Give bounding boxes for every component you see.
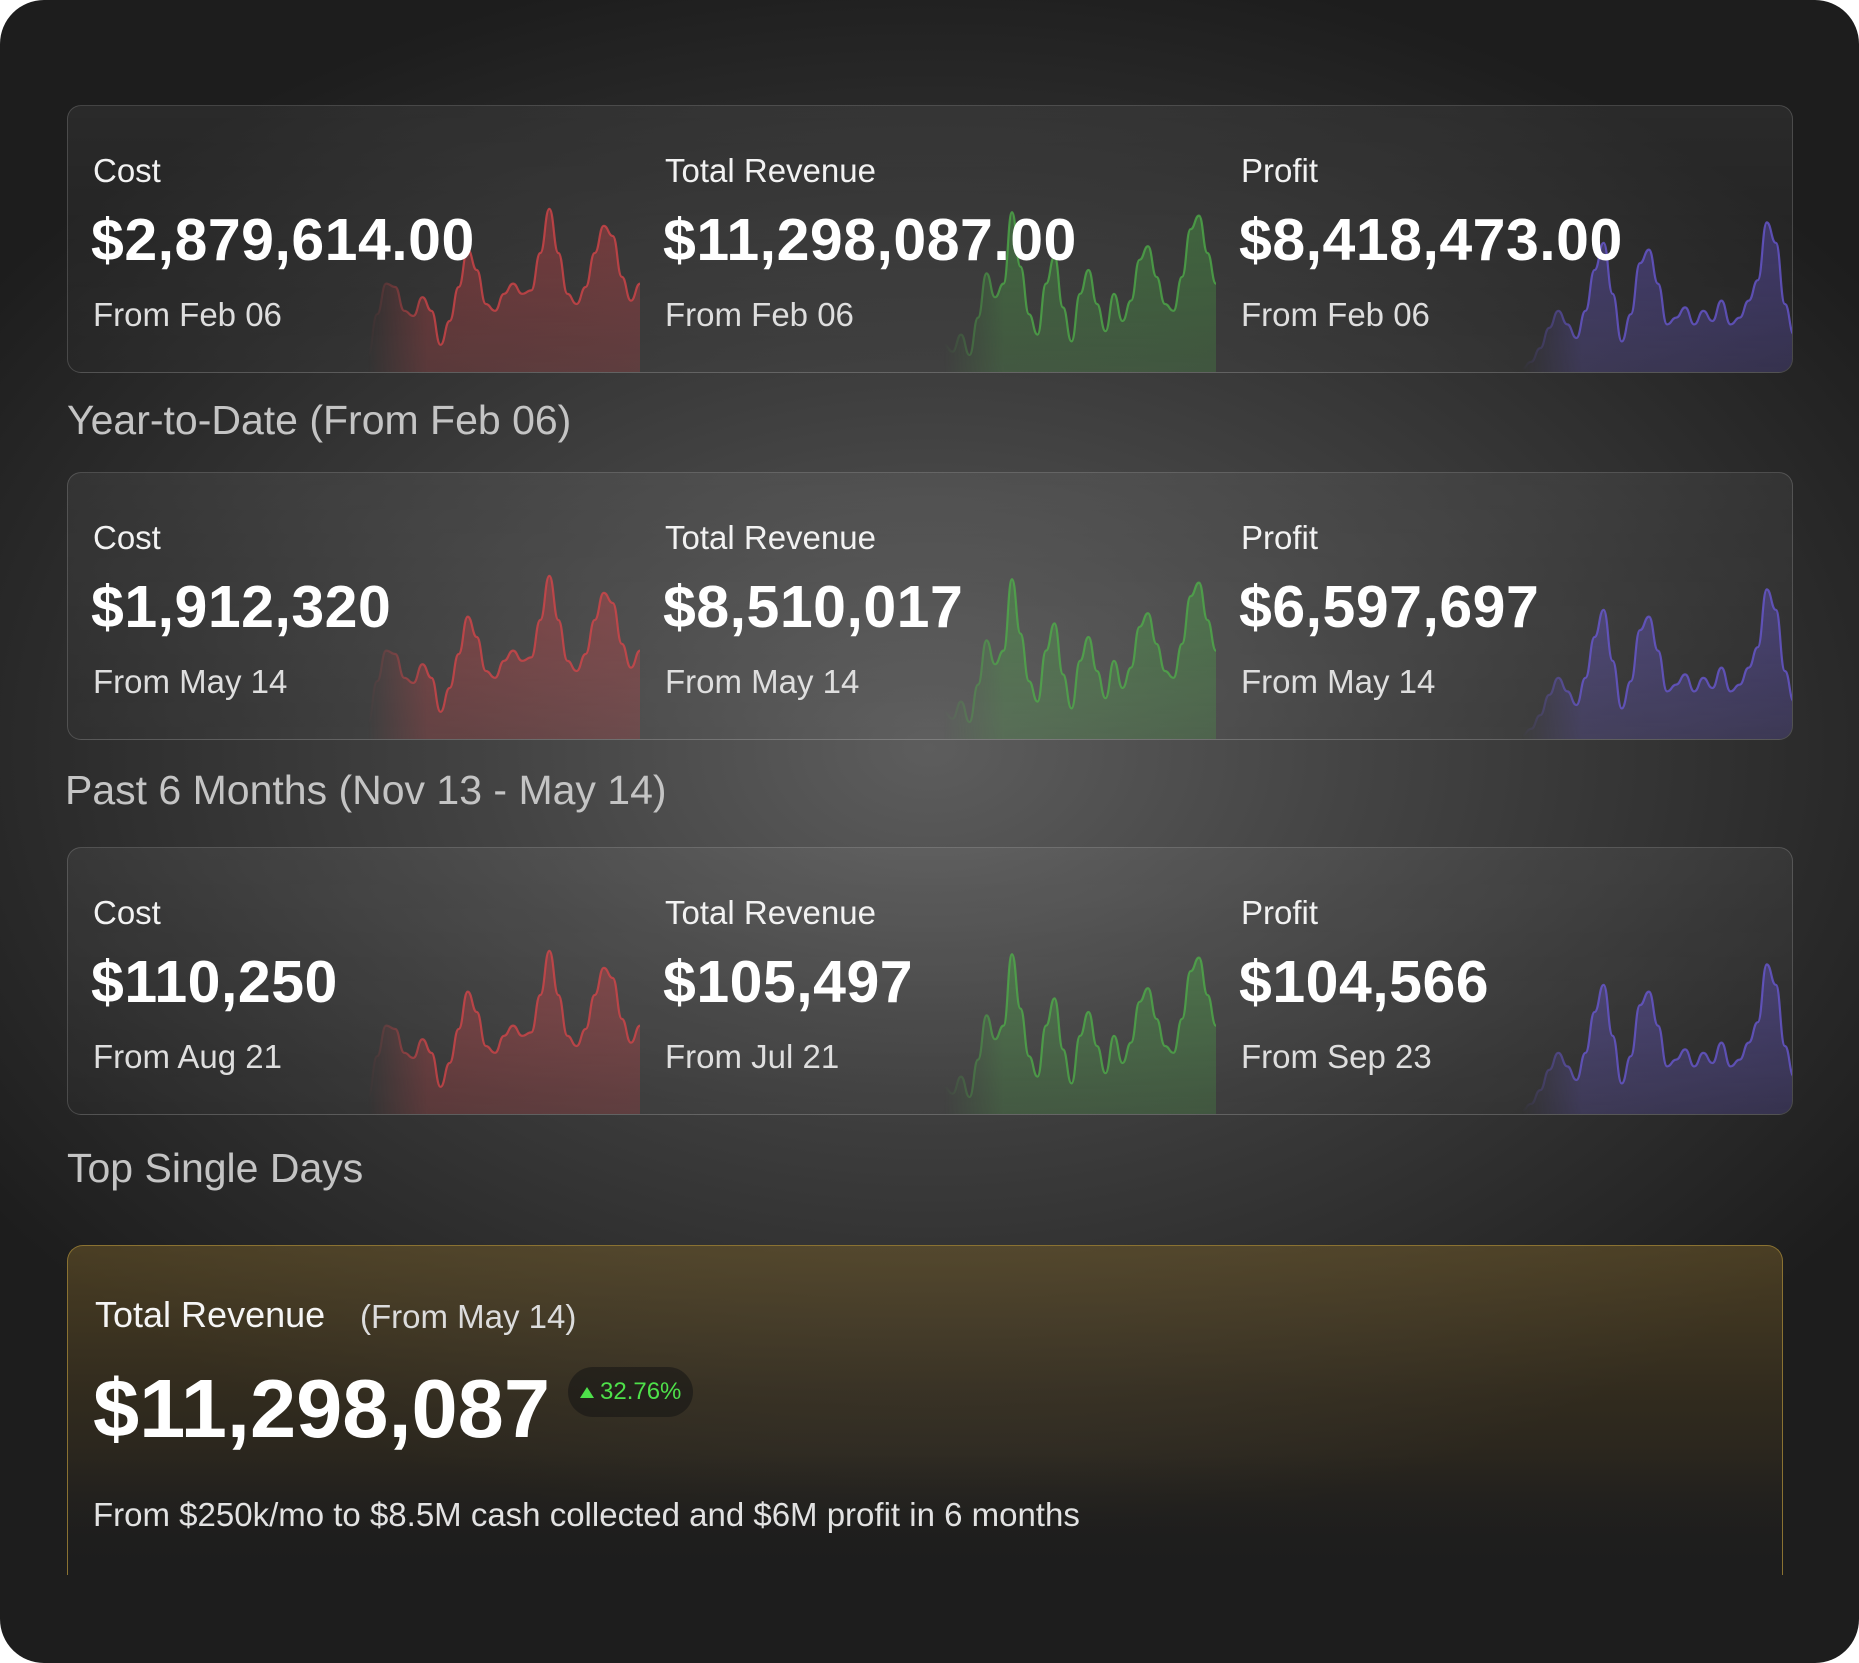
metric-cost: Cost $1,912,320 From May 14 [68,473,641,739]
metric-label: Cost [93,894,161,931]
change-percent: 32.76% [600,1378,682,1405]
metric-value: $8,418,473.00 [1239,207,1623,273]
highlight-value: $11,298,087 [93,1362,550,1455]
profit-sparkline [1521,588,1792,739]
section-title-year-to-date: Year-to-Date (From Feb 06) [67,397,572,443]
profit-sparkline [1521,221,1792,372]
revenue-sparkline [943,211,1218,372]
cost-sparkline-series [366,207,641,372]
highlight-description: From $250k/mo to $8.5M cash collected an… [93,1496,1080,1533]
revenue-sparkline-series [943,953,1218,1114]
revenue-sparkline [943,578,1218,739]
profit-sparkline-series [1521,588,1792,739]
revenue-sparkline-line [943,953,1218,1099]
metric-label: Profit [1241,519,1319,556]
revenue-sparkline-area [944,954,1216,1114]
metric-profit: Profit $6,597,697 From May 14 [1216,473,1792,739]
metric-total-revenue: Total Revenue $105,497 From Jul 21 [640,848,1218,1114]
metric-value: $105,497 [663,949,914,1015]
profit-sparkline-line [1521,221,1792,370]
profit-sparkline-area [1522,964,1792,1114]
metric-label: Profit [1241,152,1319,189]
revenue-sparkline-line [943,578,1218,724]
change-badge: 32.76% [568,1367,694,1417]
metric-from-date: From May 14 [93,663,288,700]
cost-sparkline-series [366,574,641,739]
metric-profit: Profit $8,418,473.00 From Feb 06 [1216,106,1792,372]
cost-sparkline [366,207,641,372]
metric-total-revenue: Total Revenue $11,298,087.00 From Feb 06 [640,106,1218,372]
stats-card-year-to-date: Cost $1,912,320 From May 14 Total Revenu… [67,472,1793,740]
profit-sparkline-series [1521,221,1792,372]
metric-value: $6,597,697 [1239,574,1540,640]
metric-from-date: From Aug 21 [93,1038,282,1075]
metric-label: Total Revenue [665,894,876,931]
profit-sparkline-line [1521,588,1792,737]
metric-from-date: From Sep 23 [1241,1038,1432,1075]
metric-value: $110,250 [91,949,338,1015]
metric-value: $1,912,320 [91,574,392,640]
metric-label: Cost [93,519,161,556]
metric-from-date: From Feb 06 [93,296,282,333]
profit-sparkline-area [1522,222,1792,372]
profit-sparkline-line [1521,963,1792,1112]
cost-sparkline-line [366,574,641,724]
stats-card-all-time: Cost $2,879,614.00 From Feb 06 Total Rev… [67,105,1793,373]
metric-total-revenue: Total Revenue $8,510,017 From May 14 [640,473,1218,739]
metric-label: Profit [1241,894,1319,931]
metric-value: $104,566 [1239,949,1490,1015]
metric-label: Total Revenue [665,152,876,189]
metric-cost: Cost $110,250 From Aug 21 [68,848,641,1114]
metric-from-date: From May 14 [665,663,860,700]
cost-sparkline [366,949,641,1114]
metric-from-date: From Jul 21 [665,1038,840,1075]
profit-sparkline [1521,963,1792,1114]
metric-value: $11,298,087.00 [663,207,1077,273]
revenue-sparkline [943,953,1218,1114]
section-title-top-single-days: Top Single Days [67,1145,364,1191]
revenue-sparkline-area [944,212,1216,372]
cost-sparkline-line [366,207,641,357]
arrow-up-icon [580,1386,594,1398]
profit-sparkline-series [1521,963,1792,1114]
profit-sparkline-area [1522,589,1792,739]
metric-value: $2,879,614.00 [91,207,475,273]
metric-label: Cost [93,152,161,189]
highlight-date: (From May 14) [360,1298,577,1335]
highlight-label: Total Revenue [95,1294,326,1335]
cost-sparkline-line [366,949,641,1099]
metric-from-date: From Feb 06 [1241,296,1430,333]
top-single-day-card: Total Revenue (From May 14) $11,298,087 … [67,1245,1783,1575]
revenue-sparkline-line [943,211,1218,357]
section-title-past-6-months: Past 6 Months (Nov 13 - May 14) [65,767,667,813]
metric-from-date: From May 14 [1241,663,1436,700]
stats-card-past-6-months: Cost $110,250 From Aug 21 Total Revenue … [67,847,1793,1115]
revenue-sparkline-area [944,579,1216,739]
revenue-sparkline-series [943,578,1218,739]
metric-cost: Cost $2,879,614.00 From Feb 06 [68,106,641,372]
metric-label: Total Revenue [665,519,876,556]
cost-sparkline [366,574,641,739]
metric-from-date: From Feb 06 [665,296,854,333]
metric-profit: Profit $104,566 From Sep 23 [1216,848,1792,1114]
metric-value: $8,510,017 [663,574,964,640]
cost-sparkline-series [366,949,641,1114]
revenue-sparkline-series [943,211,1218,372]
